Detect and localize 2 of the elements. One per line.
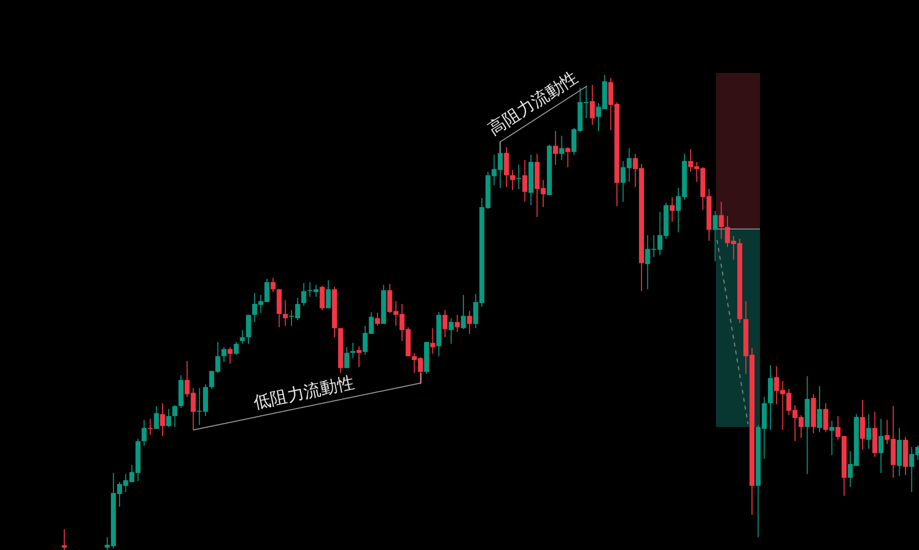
annotation: 高阻力流動性 (485, 68, 582, 140)
annotation: 低阻力流動性 (252, 373, 356, 414)
